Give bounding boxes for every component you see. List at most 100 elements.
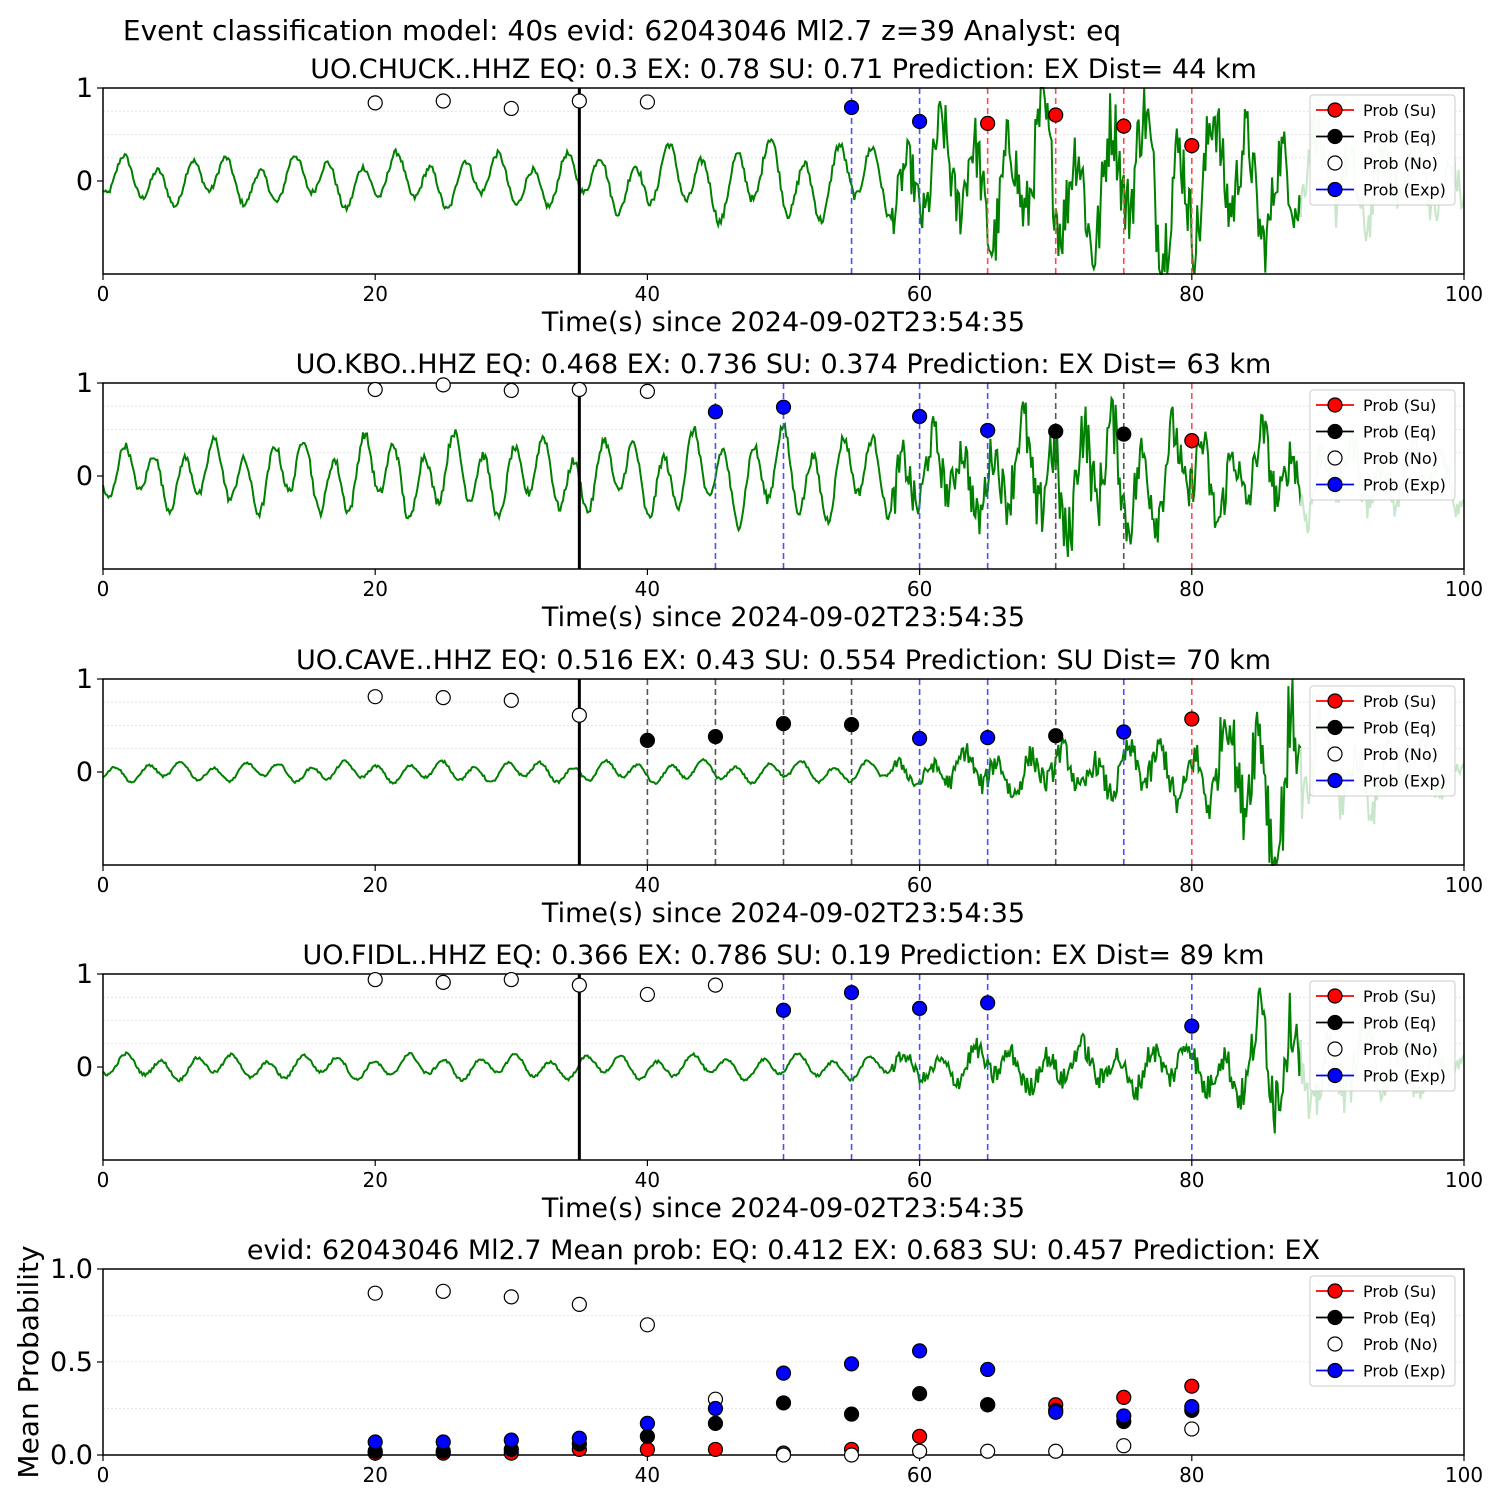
marker-exp — [843, 99, 860, 116]
marker-exp — [707, 1400, 724, 1417]
x-tick-label: 40 — [635, 577, 660, 601]
waveform-trace — [102, 987, 1302, 1134]
marker-no — [1048, 1443, 1064, 1459]
x-tick-label: 20 — [362, 577, 387, 601]
y-tick-label: 0.5 — [50, 1347, 93, 1378]
legend-label-exp: Prob (Exp) — [1363, 476, 1446, 495]
x-tick-label: 100 — [1445, 1463, 1483, 1487]
marker-exp — [707, 404, 724, 420]
x-tick-label: 60 — [907, 1168, 932, 1192]
x-tick-label: 20 — [362, 1463, 387, 1487]
marker-no — [1116, 1438, 1132, 1454]
marker-eq — [843, 716, 860, 733]
panel-3: UO.CAVE..HHZ EQ: 0.516 EX: 0.43 SU: 0.55… — [76, 645, 1483, 929]
marker-exp — [911, 113, 928, 130]
legend-marker-eq — [1327, 719, 1343, 736]
x-tick-label: 60 — [907, 873, 932, 897]
marker-exp — [1116, 1408, 1132, 1424]
legend-label-su: Prob (Su) — [1363, 692, 1436, 711]
marker-no — [367, 689, 383, 705]
x-tick-label: 100 — [1445, 577, 1483, 601]
legend-box — [1309, 980, 1456, 1092]
legend-box — [1309, 1275, 1456, 1387]
legend-marker-no — [1327, 1041, 1343, 1057]
marker-no — [843, 1447, 860, 1463]
marker-su — [707, 1441, 724, 1458]
marker-exp — [435, 1434, 451, 1450]
marker-exp — [980, 422, 996, 439]
legend-marker-eq — [1327, 423, 1343, 440]
marker-eq — [911, 1386, 928, 1402]
marker-exp — [1116, 724, 1132, 740]
marker-su — [1184, 711, 1200, 727]
marker-no — [571, 977, 587, 993]
y-tick-label: 0 — [76, 166, 93, 197]
x-tick-label: 20 — [362, 1168, 387, 1192]
legend-label-exp: Prob (Exp) — [1363, 1362, 1446, 1381]
legend-marker-su — [1327, 988, 1343, 1004]
marker-no — [639, 1317, 656, 1333]
marker-no — [503, 971, 519, 988]
panel-title: UO.KBO..HHZ EQ: 0.468 EX: 0.736 SU: 0.37… — [296, 349, 1272, 380]
marker-no — [367, 381, 383, 398]
marker-exp — [843, 1356, 860, 1372]
legend-marker-no — [1327, 1336, 1343, 1352]
x-tick-label: 20 — [362, 873, 387, 897]
legend-label-eq: Prob (Eq) — [1363, 719, 1436, 738]
x-tick-label: 40 — [635, 1168, 660, 1192]
marker-eq — [843, 1406, 860, 1422]
legend-label-eq: Prob (Eq) — [1363, 423, 1436, 442]
legend-marker-no — [1327, 450, 1343, 466]
x-tick-label: 0 — [97, 1463, 110, 1487]
waveform-trace — [102, 87, 1302, 275]
legend-label-eq: Prob (Eq) — [1363, 1014, 1436, 1033]
x-tick-label: 40 — [635, 873, 660, 897]
marker-exp — [911, 730, 928, 747]
x-tick-label: 100 — [1445, 1168, 1483, 1192]
legend-marker-exp — [1327, 181, 1343, 198]
marker-eq — [1116, 426, 1132, 442]
marker-no — [435, 689, 451, 706]
legend-label-exp: Prob (Exp) — [1363, 772, 1446, 791]
legend-label-su: Prob (Su) — [1363, 1282, 1436, 1301]
marker-no — [775, 1447, 792, 1463]
y-tick-label: 0 — [76, 757, 93, 788]
marker-exp — [1184, 1399, 1200, 1415]
legend: Prob (Su) Prob (Eq) Prob (No) Prob (Exp) — [1309, 685, 1456, 797]
marker-no — [1184, 1421, 1200, 1437]
x-axis-label: Time(s) since 2024-09-02T23:54:35 — [541, 898, 1025, 929]
x-tick-label: 100 — [1445, 282, 1483, 306]
y-axis-label: Mean Probability — [12, 1245, 45, 1478]
marker-no — [571, 93, 587, 109]
marker-exp — [775, 1365, 792, 1381]
legend-marker-no — [1327, 746, 1343, 762]
x-axis-label: Time(s) since 2024-09-02T23:54:35 — [541, 602, 1025, 633]
legend-marker-su — [1327, 397, 1343, 413]
marker-eq — [980, 1397, 996, 1413]
legend-label-no: Prob (No) — [1363, 449, 1438, 468]
panel-2: UO.KBO..HHZ EQ: 0.468 EX: 0.736 SU: 0.37… — [76, 349, 1483, 633]
panel-1: UO.CHUCK..HHZ EQ: 0.3 EX: 0.78 SU: 0.71 … — [76, 54, 1483, 338]
marker-eq — [1048, 728, 1064, 744]
x-tick-label: 60 — [907, 282, 932, 306]
marker-no — [503, 100, 519, 117]
y-tick-label: 1.0 — [50, 1254, 93, 1285]
marker-su — [1184, 433, 1200, 449]
x-tick-label: 0 — [97, 1168, 110, 1192]
marker-eq — [707, 1415, 724, 1431]
panel-title: UO.CHUCK..HHZ EQ: 0.3 EX: 0.78 SU: 0.71 … — [310, 54, 1257, 85]
legend-label-exp: Prob (Exp) — [1363, 1067, 1446, 1086]
marker-exp — [571, 1430, 587, 1446]
legend-marker-su — [1327, 1283, 1343, 1299]
x-tick-label: 40 — [635, 1463, 660, 1487]
legend-label-su: Prob (Su) — [1363, 987, 1436, 1006]
marker-eq — [639, 732, 656, 748]
marker-no — [571, 381, 587, 398]
marker-no — [503, 1289, 519, 1305]
marker-no — [367, 971, 383, 988]
axes-frame — [102, 87, 1465, 275]
y-tick-label: 1 — [76, 664, 93, 695]
legend-marker-no — [1327, 155, 1343, 171]
marker-su — [911, 1428, 928, 1445]
marker-eq — [775, 1395, 792, 1411]
